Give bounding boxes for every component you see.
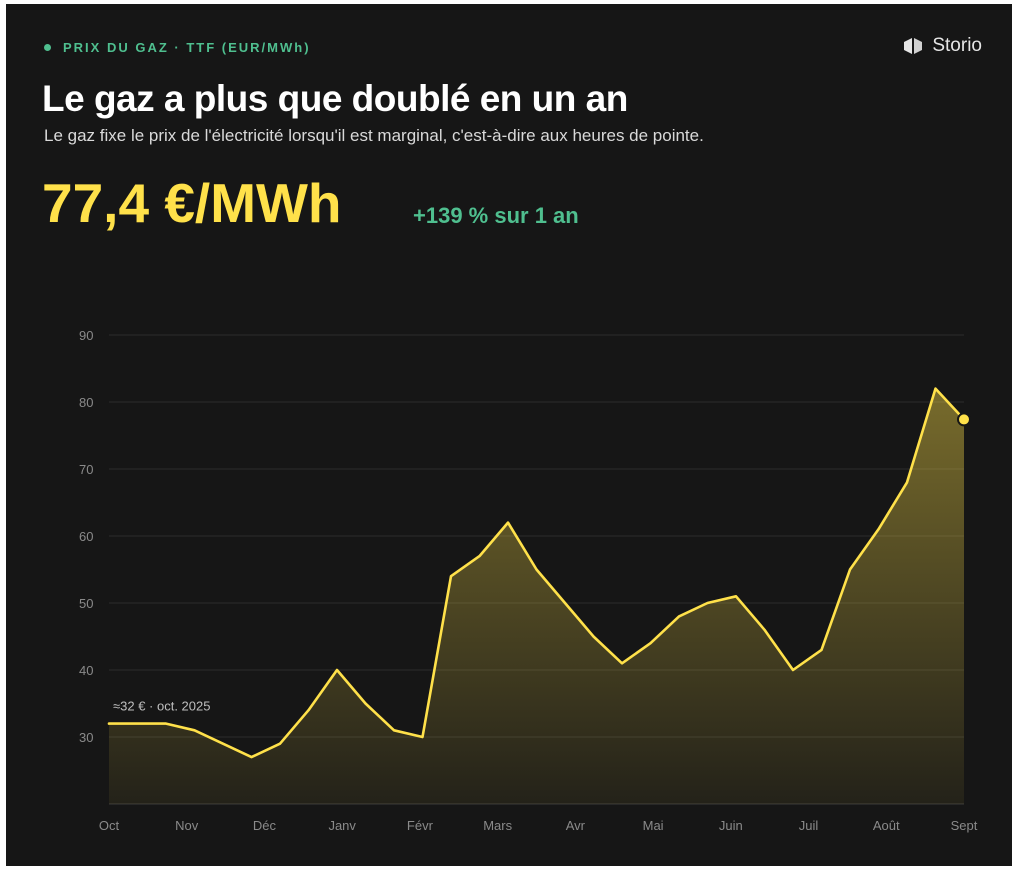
data-point <box>791 668 795 672</box>
data-point <box>421 735 425 739</box>
y-tick-label: 40 <box>79 663 93 678</box>
x-tick-label: Juil <box>799 818 819 833</box>
series-line <box>107 387 966 759</box>
data-point <box>506 521 510 525</box>
data-point <box>706 601 710 605</box>
y-tick-label: 60 <box>79 529 93 544</box>
y-tick-label: 30 <box>79 730 93 745</box>
data-point <box>734 594 738 598</box>
y-tick-label: 80 <box>79 395 93 410</box>
x-tick-label: Mai <box>643 818 664 833</box>
data-point <box>535 568 539 572</box>
data-point <box>335 668 339 672</box>
x-tick-label: Nov <box>175 818 199 833</box>
x-tick-label: Sept <box>951 818 978 833</box>
x-tick-label: Mars <box>483 818 512 833</box>
data-point <box>934 387 938 391</box>
x-tick-label: Août <box>873 818 900 833</box>
data-point <box>164 722 168 726</box>
data-point <box>221 742 225 746</box>
price-chart: 30 40 50 60 70 80 90 Oct Nov Déc Janv Févr Mars Avr Ma… <box>79 328 978 833</box>
x-tick-label: Déc <box>253 818 277 833</box>
page-title: Le gaz a plus que doublé en un an <box>42 78 628 119</box>
data-point <box>649 641 653 645</box>
y-tick-label: 70 <box>79 462 93 477</box>
data-point <box>620 661 624 665</box>
x-tick-label: Avr <box>566 818 586 833</box>
data-point <box>307 708 311 712</box>
data-point <box>250 755 254 759</box>
data-point <box>278 742 282 746</box>
data-point <box>820 648 824 652</box>
data-point <box>592 635 596 639</box>
data-point <box>763 628 767 632</box>
data-point <box>563 601 567 605</box>
data-point <box>107 722 111 726</box>
y-tick-label: 50 <box>79 596 93 611</box>
y-tick-label: 90 <box>79 328 93 343</box>
data-point <box>877 527 881 531</box>
chart-card: PRIX DU GAZ · TTF (EUR/MWh) Storio Le ga… <box>6 4 1012 866</box>
data-point <box>449 574 453 578</box>
kpi-change: +139 % sur 1 an <box>413 203 579 228</box>
brand-name: Storio <box>932 35 982 56</box>
data-point <box>193 728 197 732</box>
data-point <box>848 568 852 572</box>
page-subtitle: Le gaz fixe le prix de l'électricité lor… <box>44 126 704 145</box>
data-point <box>392 728 396 732</box>
data-point <box>905 480 909 484</box>
chart-annotation: ≈32 € · oct. 2025 <box>113 699 210 714</box>
x-tick-label: Janv <box>328 818 356 833</box>
kpi-value: 77,4 €/MWh <box>42 172 342 234</box>
x-tick-label: Févr <box>407 818 434 833</box>
x-tick-label: Oct <box>99 818 120 833</box>
data-point <box>478 554 482 558</box>
x-tick-label: Juin <box>719 818 743 833</box>
last-point-marker <box>957 412 971 427</box>
eyebrow: PRIX DU GAZ · TTF (EUR/MWh) <box>44 40 311 55</box>
data-point <box>364 702 368 706</box>
storio-logo-icon <box>904 38 923 54</box>
brand: Storio <box>902 35 982 57</box>
eyebrow-dot <box>44 44 51 51</box>
series-area <box>109 388 964 804</box>
eyebrow-label: PRIX DU GAZ · TTF (EUR/MWh) <box>63 40 311 55</box>
data-point <box>136 722 140 726</box>
data-point <box>677 614 681 618</box>
